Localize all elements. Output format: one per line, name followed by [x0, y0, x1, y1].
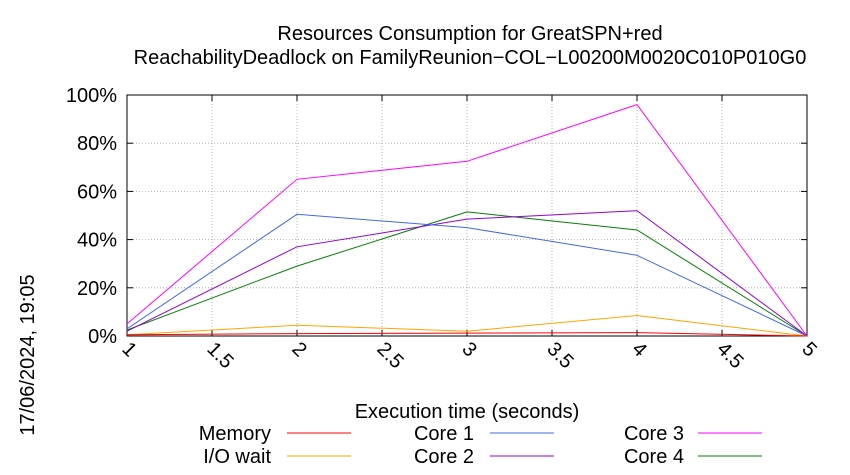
series-line-core-4	[126, 211, 808, 337]
y-tick-label: 60%	[77, 181, 117, 203]
x-tick-label: 1.5	[202, 338, 237, 373]
y-tick-label: 100%	[66, 85, 117, 107]
legend-label-core-3: Core 3	[624, 423, 684, 445]
series-lines	[126, 104, 808, 337]
x-tick-label: 4	[627, 338, 650, 361]
y-tick-label: 80%	[77, 133, 117, 155]
series-line-memory	[126, 332, 808, 337]
chart-subtitle: ReachabilityDeadlock on FamilyReunion−CO…	[134, 47, 807, 69]
x-tick-label: 4.5	[712, 338, 747, 373]
legend-label-core-1: Core 1	[414, 423, 474, 445]
y-tick-label: 20%	[77, 278, 117, 300]
x-tick-label: 3	[457, 338, 480, 361]
x-tick-label: 5	[797, 338, 820, 361]
legend-label-core-2: Core 2	[414, 446, 474, 468]
series-line-core-2	[126, 210, 808, 337]
legend-label-memory: Memory	[199, 423, 271, 445]
y-tick-label: 40%	[77, 230, 117, 252]
y-tick-label: 0%	[88, 326, 117, 348]
y-axis-ticks: 0% 20% 40% 60% 80% 100%	[66, 85, 807, 348]
legend-label-core-4: Core 4	[624, 446, 684, 468]
x-tick-label: 2.5	[372, 338, 407, 373]
chart-title: Resources Consumption for GreatSPN+red	[277, 23, 662, 45]
x-axis-label: Execution time (seconds)	[355, 401, 580, 423]
series-line-core-3	[126, 104, 808, 337]
series-line-core-1	[126, 213, 808, 337]
legend-label-i-o-wait: I/O wait	[203, 446, 271, 468]
x-tick-label: 2	[287, 338, 310, 361]
grid-lines	[127, 95, 807, 336]
timestamp-label: 17/06/2024, 19:05	[17, 274, 39, 435]
x-tick-label: 1	[117, 338, 140, 361]
series-line-i-o-wait	[126, 314, 808, 337]
x-tick-label: 3.5	[542, 338, 577, 373]
